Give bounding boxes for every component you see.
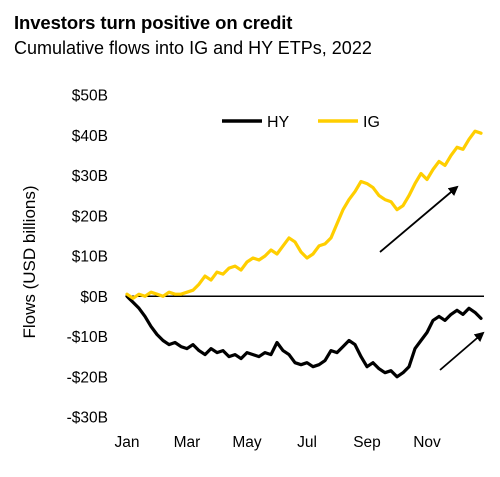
- legend-ig-label: IG: [363, 114, 380, 131]
- legend-hy-label: HY: [267, 114, 290, 131]
- x-tick-label: Jul: [297, 434, 317, 451]
- x-tick-label: May: [232, 434, 262, 451]
- legend: HY IG: [222, 114, 380, 131]
- x-tick-label: Mar: [174, 434, 201, 451]
- y-tick-label: $0B: [80, 289, 108, 306]
- y-tick-label: -$30B: [67, 410, 108, 427]
- y-tick-label: $50B: [72, 88, 108, 105]
- y-tick-label: -$20B: [67, 369, 108, 386]
- up-arrow-ig: [379, 185, 459, 253]
- chart-title: Investors turn positive on credit: [14, 12, 293, 33]
- y-tick-label: $40B: [72, 128, 108, 145]
- chart-subtitle: Cumulative flows into IG and HY ETPs, 20…: [14, 38, 372, 58]
- x-axis-ticks: Jan Mar May Jul Sep Nov: [115, 434, 442, 451]
- y-tick-label: -$10B: [67, 329, 108, 346]
- y-tick-label: $20B: [72, 208, 108, 225]
- series-line-hy: [125, 294, 483, 379]
- x-tick-label: Jan: [115, 434, 140, 451]
- up-arrow-hy: [439, 331, 485, 371]
- x-tick-label: Sep: [353, 434, 381, 451]
- x-tick-label: Nov: [413, 434, 441, 451]
- series-layer: [125, 129, 483, 379]
- y-axis-ticks: $50B $40B $30B $20B $10B $0B -$10B -$20B -$30B: [67, 88, 108, 427]
- y-tick-label: $10B: [72, 249, 108, 266]
- series-line-ig: [125, 129, 483, 300]
- y-tick-label: $30B: [72, 168, 108, 185]
